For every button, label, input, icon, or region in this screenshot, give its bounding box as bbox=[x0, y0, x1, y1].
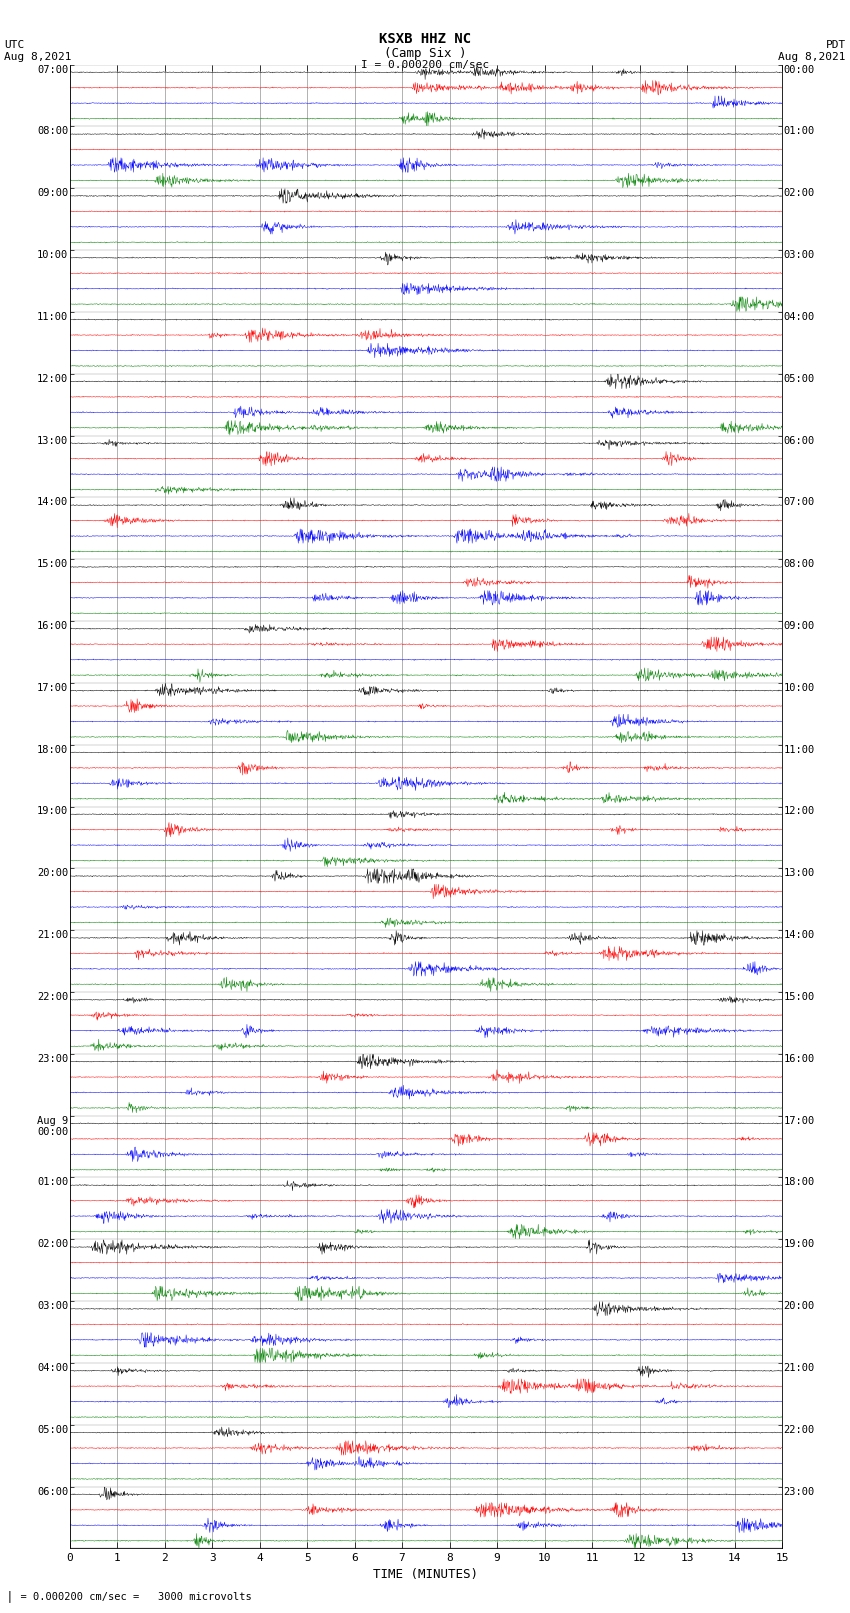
Text: UTC: UTC bbox=[4, 40, 25, 50]
Text: ⎜ = 0.000200 cm/sec =   3000 microvolts: ⎜ = 0.000200 cm/sec = 3000 microvolts bbox=[8, 1590, 252, 1602]
Text: Aug 8,2021: Aug 8,2021 bbox=[779, 52, 846, 61]
Text: PDT: PDT bbox=[825, 40, 846, 50]
Text: I = 0.000200 cm/sec: I = 0.000200 cm/sec bbox=[361, 60, 489, 69]
X-axis label: TIME (MINUTES): TIME (MINUTES) bbox=[373, 1568, 479, 1581]
Text: KSXB HHZ NC: KSXB HHZ NC bbox=[379, 32, 471, 47]
Text: Aug 8,2021: Aug 8,2021 bbox=[4, 52, 71, 61]
Text: (Camp Six ): (Camp Six ) bbox=[383, 47, 467, 60]
